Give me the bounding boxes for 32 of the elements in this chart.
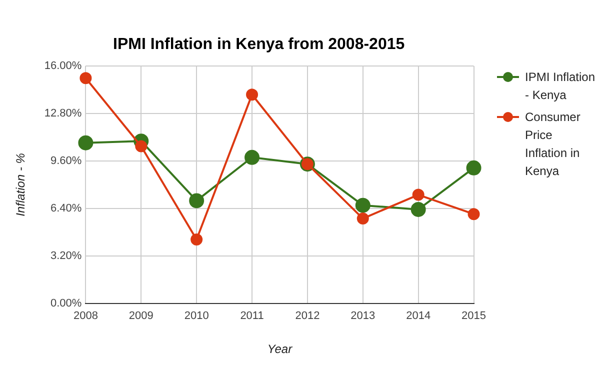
point xyxy=(78,135,94,150)
y-tick-label: 12.80% xyxy=(44,108,82,120)
legend-label: IPMI Inflation - Kenya xyxy=(525,69,596,104)
point xyxy=(244,150,260,165)
x-tick-label: 2014 xyxy=(406,310,431,322)
x-axis-title: Year xyxy=(267,342,294,356)
point xyxy=(246,88,258,101)
point xyxy=(190,233,203,246)
point xyxy=(466,160,482,176)
point xyxy=(412,188,424,201)
y-tick-label: 0.00% xyxy=(50,297,82,310)
x-tick-label: 2015 xyxy=(462,310,486,322)
y-tick-label: 3.20% xyxy=(50,250,82,262)
x-tick-label: 2009 xyxy=(128,310,154,322)
point xyxy=(355,198,370,213)
x-tick-label: 2012 xyxy=(295,310,320,322)
y-tick-label: 6.40% xyxy=(50,202,82,214)
point xyxy=(356,212,369,225)
x-tick-label: 2008 xyxy=(73,310,98,322)
chart-title: IPMI Inflation in Kenya from 2008-2015 xyxy=(113,36,405,54)
point xyxy=(80,72,92,84)
x-tick-label: 2011 xyxy=(240,310,264,322)
point xyxy=(468,208,480,220)
point xyxy=(410,202,426,217)
y-tick-label: 9.60% xyxy=(50,154,82,167)
point xyxy=(189,193,204,208)
y-tick-label: 16.00% xyxy=(44,60,82,72)
x-tick-label: 2010 xyxy=(184,310,209,322)
point xyxy=(135,140,148,152)
y-axis-title: Inflation - % xyxy=(14,152,28,216)
x-tick-label: 2013 xyxy=(350,310,376,322)
legend-label: Consumer Price Inflation in Kenya xyxy=(525,109,582,180)
